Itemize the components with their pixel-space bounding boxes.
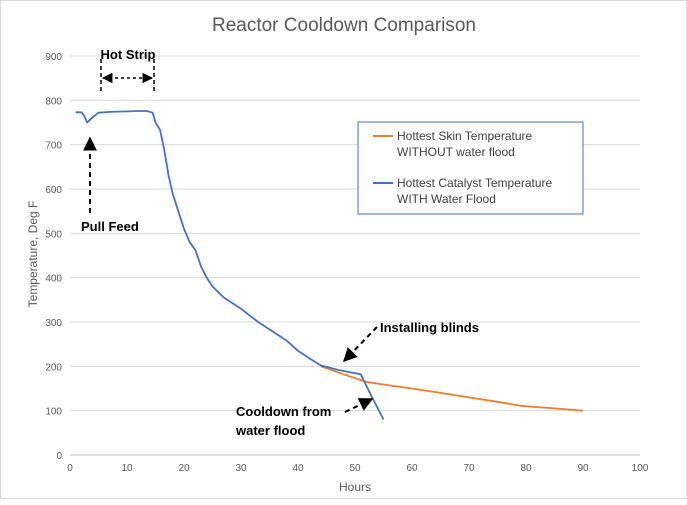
legend-skin-line1: Hottest Skin Temperature bbox=[397, 129, 533, 143]
legend-skin-line2: WITHOUT water flood bbox=[397, 145, 515, 159]
x-tick-label-60: 60 bbox=[406, 463, 418, 474]
x-tick-label-30: 30 bbox=[235, 463, 247, 474]
annotation-pull-feed: Pull Feed bbox=[81, 219, 139, 234]
annotation-cooldown-line1: Cooldown from bbox=[236, 404, 331, 419]
series-line-catalyst-temperature bbox=[75, 110, 385, 420]
x-tick-label-40: 40 bbox=[292, 463, 304, 474]
legend-catalyst-line2: WITH Water Flood bbox=[397, 192, 496, 206]
series-lines bbox=[75, 110, 584, 420]
series-line-skin-temperature bbox=[320, 365, 584, 412]
annotation-cooldown-line2: water flood bbox=[235, 423, 305, 438]
x-tick-label-20: 20 bbox=[178, 463, 190, 474]
cooldown-arrow bbox=[344, 398, 374, 413]
annotation-installing-blinds: Installing blinds bbox=[380, 320, 479, 335]
gridlines bbox=[70, 55, 640, 412]
x-axis-label: Hours bbox=[339, 480, 371, 494]
x-tick-label-10: 10 bbox=[121, 463, 133, 474]
chart-title: Reactor Cooldown Comparison bbox=[212, 15, 476, 36]
x-tick-label-100: 100 bbox=[632, 463, 649, 474]
x-tick-label-70: 70 bbox=[463, 463, 475, 474]
legend-box bbox=[357, 121, 584, 215]
legend: Hottest Skin Temperature WITHOUT water f… bbox=[357, 121, 584, 215]
y-tick-label-700: 700 bbox=[45, 141, 62, 152]
annotations: Hot Strip Pull Feed Installing blinds Co… bbox=[81, 47, 479, 438]
legend-catalyst-line1: Hottest Catalyst Temperature bbox=[397, 176, 553, 190]
x-tick-label-80: 80 bbox=[520, 463, 532, 474]
y-tick-label-900: 900 bbox=[45, 52, 62, 63]
y-tick-label-500: 500 bbox=[45, 229, 62, 240]
annotation-hot-strip: Hot Strip bbox=[101, 47, 156, 62]
x-axis-tick-labels: 0 10 20 30 40 50 60 70 80 90 100 bbox=[67, 463, 649, 474]
y-tick-label-200: 200 bbox=[45, 362, 62, 373]
y-tick-label-800: 800 bbox=[45, 96, 62, 107]
x-tick-label-90: 90 bbox=[577, 463, 589, 474]
y-axis-tick-labels: 0 100 200 300 400 500 600 700 800 900 bbox=[45, 52, 62, 462]
y-tick-label-300: 300 bbox=[45, 318, 62, 329]
y-tick-label-0: 0 bbox=[56, 451, 62, 462]
y-tick-label-400: 400 bbox=[45, 274, 62, 285]
y-tick-label-600: 600 bbox=[45, 185, 62, 196]
installing-blinds-arrow bbox=[343, 326, 378, 363]
x-tick-label-0: 0 bbox=[67, 463, 73, 474]
y-axis-label: Temperature, Deg F bbox=[26, 201, 40, 308]
y-tick-label-100: 100 bbox=[45, 407, 62, 418]
x-tick-label-50: 50 bbox=[349, 463, 361, 474]
